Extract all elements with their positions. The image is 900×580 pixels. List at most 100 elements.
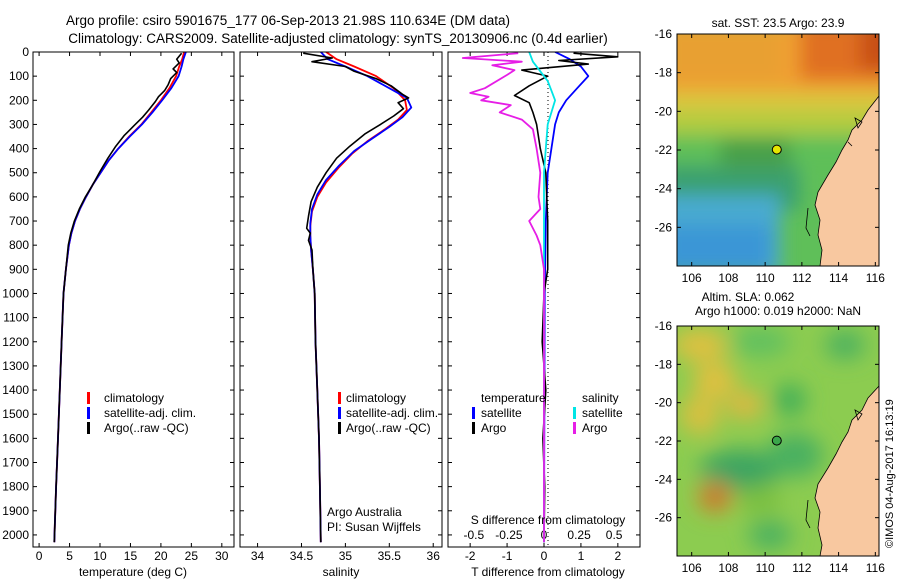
- temperature-lines: [53, 52, 187, 543]
- x-tick-label: 35.5: [378, 549, 402, 563]
- depth-tick-label: 1400: [2, 383, 29, 397]
- depth-tick-label: 600: [9, 190, 29, 204]
- series-line-salinity-satellite: [528, 52, 556, 543]
- x-tick-label: 2: [615, 549, 622, 563]
- credit-institution: Argo Australia: [327, 505, 402, 519]
- sla-map-panel: Altim. SLA: 0.062 Argo h1000: 0.019 h200…: [655, 290, 886, 575]
- map-x-tick-label: 114: [829, 271, 848, 285]
- temperature-panel: 0100200300400500600700800900100011001200…: [2, 45, 235, 579]
- legend-swatch-temp-satellite: [472, 407, 475, 419]
- depth-tick-label: 1500: [2, 407, 29, 421]
- depth-tick-label: 1000: [2, 286, 29, 300]
- map-x-tick-label: 112: [792, 271, 811, 285]
- salinity-plot-frame: [239, 51, 443, 548]
- temperature-difference-xlabel: T difference from climatology: [471, 565, 625, 579]
- map-x-tick-label: 110: [756, 561, 775, 575]
- salinity-difference-tick-label: -0.5: [464, 528, 485, 542]
- legend-swatch-argo: [87, 422, 90, 434]
- bathymetry-contour-sst: [805, 117, 863, 237]
- map-x-tick-label: 116: [866, 561, 885, 575]
- difference-plot-frame: [447, 51, 641, 548]
- legend-label-temp-argo: Argo: [481, 421, 507, 435]
- map-y-tick-label: -18: [655, 66, 673, 80]
- map-y-tick-label: -26: [655, 220, 673, 234]
- figure-title-line2: Climatology: CARS2009. Satellite-adjuste…: [68, 31, 608, 46]
- depth-tick-label: 1200: [2, 335, 29, 349]
- depth-tick-label: 1300: [2, 359, 29, 373]
- series-line-argo-raw-qc: [53, 52, 183, 543]
- sst-map-axes: 106 108 110 112 114 116 -16 -18 -20 -22 -24 -26: [655, 27, 886, 285]
- sst-map-panel: sat. SST: 23.5 Argo: 23.9 106 108 110 112 11…: [655, 16, 886, 285]
- x-tick-label: 1: [578, 549, 585, 563]
- australia-coast-sla: [814, 385, 879, 556]
- sla-map-axes: 106 108 110 112 114 116 -16 -18 -20 -22 -24 -26: [655, 319, 886, 575]
- salinity-difference-tick-label: 0.25: [567, 528, 591, 542]
- temperature-xlabel: temperature (deg C): [79, 565, 187, 579]
- x-tick-label: 20: [154, 549, 168, 563]
- depth-tick-label: 200: [9, 93, 29, 107]
- legend-swatch-satellite: [338, 407, 341, 419]
- legend-label-argo: Argo(..raw -QC): [104, 421, 189, 435]
- map-x-tick-label: 108: [718, 561, 738, 575]
- salinity-difference-ticks: -0.5 -0.25 0 0.25 0.5: [464, 528, 623, 542]
- x-tick-label: 36: [427, 549, 441, 563]
- map-y-tick-label: -20: [655, 396, 673, 410]
- depth-tick-label: 700: [9, 214, 29, 228]
- difference-legend: temperature satellite Argo salinity sate…: [472, 391, 623, 435]
- depth-tick-label: 500: [9, 166, 29, 180]
- series-line-temperature-satellite: [543, 52, 590, 543]
- salinity-xlabel: salinity: [323, 565, 360, 579]
- legend-swatch-temp-argo: [472, 422, 475, 434]
- imos-watermark: ©IMOS 04-Aug-2017 16:13:19: [884, 399, 896, 548]
- salinity-difference-xlabel: S difference from climatology: [471, 513, 626, 527]
- legend-label-temp-satellite: satellite: [481, 406, 522, 420]
- legend-label-argo: Argo(..raw -QC): [346, 421, 431, 435]
- map-x-tick-label: 112: [792, 561, 811, 575]
- temperature-legend: climatology satellite-adj. clim. Argo(..…: [87, 391, 196, 435]
- depth-tick-label: 0: [22, 45, 29, 59]
- depth-tick-label: 2000: [2, 528, 29, 542]
- legend-label-sal-satellite: satellite: [582, 406, 623, 420]
- map-x-tick-label: 106: [682, 561, 702, 575]
- difference-panel: -2 -1 0 1 2 -0.5 -0.25 0 0.25 0.5 S difference f…: [447, 51, 641, 579]
- series-line-satellite-adj-clim: [53, 52, 187, 543]
- salinity-difference-tick-label: 0.5: [606, 528, 623, 542]
- map-y-tick-label: -26: [655, 511, 673, 525]
- series-line-satellite-adj-clim: [309, 52, 413, 543]
- x-tick-label: 15: [124, 549, 138, 563]
- x-tick-label: 10: [93, 549, 107, 563]
- legend-swatch-satellite: [87, 407, 90, 419]
- salinity-difference-tick-label: -0.25: [495, 528, 523, 542]
- salinity-x-ticks: 34 34.5 35 35.5 36: [251, 52, 440, 563]
- depth-tick-label: 100: [9, 69, 29, 83]
- salinity-legend: climatology satellite-adj. clim. Argo(..…: [338, 391, 438, 435]
- argo-float-marker-sla: [771, 435, 782, 446]
- series-line-argo-raw-qc: [303, 52, 410, 543]
- depth-tick-label: 300: [9, 117, 29, 131]
- x-tick-label: 30: [215, 549, 229, 563]
- x-tick-label: 34: [251, 549, 265, 563]
- map-x-tick-label: 106: [682, 271, 702, 285]
- sst-map-title: sat. SST: 23.5 Argo: 23.9: [712, 16, 845, 30]
- depth-tick-label: 800: [9, 238, 29, 252]
- figure-title-line1: Argo profile: csiro 5901675_177 06-Sep-2…: [66, 13, 510, 28]
- map-x-tick-label: 110: [756, 271, 775, 285]
- map-y-tick-label: -22: [655, 434, 673, 448]
- map-y-tick-label: -24: [655, 472, 673, 486]
- legend-label-sal-argo: Argo: [582, 421, 608, 435]
- legend-label-climatology: climatology: [346, 391, 406, 405]
- map-y-tick-label: -22: [655, 143, 673, 157]
- map-y-tick-label: -16: [655, 319, 673, 333]
- legend-label-satellite: satellite-adj. clim.: [346, 406, 438, 420]
- salinity-panel: 34 34.5 35 35.5 36 salinity climatology sate…: [239, 51, 443, 579]
- x-tick-label: 0: [541, 549, 548, 563]
- map-y-tick-label: -24: [655, 182, 673, 196]
- depth-tick-label: 1900: [2, 504, 29, 518]
- legend-swatch-climatology: [87, 392, 90, 404]
- x-tick-label: 34.5: [290, 549, 314, 563]
- legend-label-satellite: satellite-adj. clim.: [104, 406, 196, 420]
- legend-swatch-sal-satellite: [573, 407, 576, 419]
- depth-tick-label: 1100: [3, 311, 29, 325]
- legend-swatch-sal-argo: [573, 422, 576, 434]
